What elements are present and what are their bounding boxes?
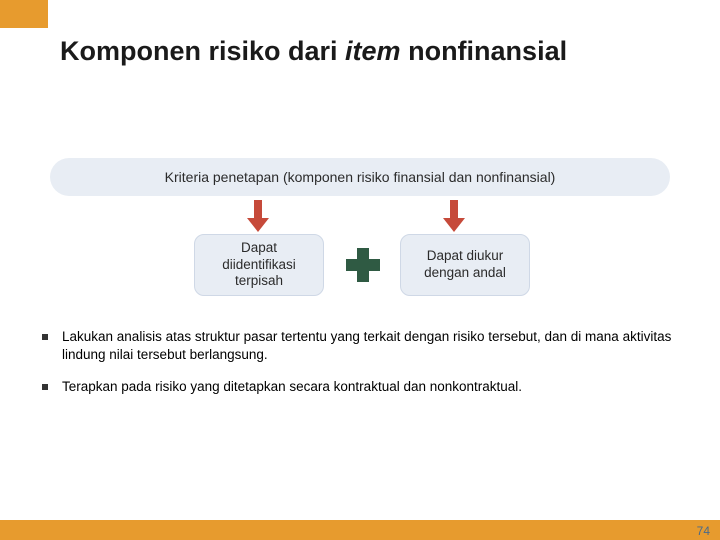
bullet-text: Lakukan analisis atas struktur pasar ter… bbox=[62, 328, 682, 364]
criteria-box-identify: Dapatdiidentifikasiterpisah bbox=[194, 234, 324, 296]
bullet-icon bbox=[42, 384, 48, 390]
box-text: Dapat diukurdengan andal bbox=[424, 248, 506, 282]
bullet-list: Lakukan analisis atas struktur pasar ter… bbox=[42, 328, 682, 411]
footer-bar bbox=[0, 520, 720, 540]
box-text: Dapatdiidentifikasiterpisah bbox=[222, 240, 296, 291]
title-suffix: nonfinansial bbox=[401, 36, 568, 66]
list-item: Lakukan analisis atas struktur pasar ter… bbox=[42, 328, 682, 364]
criteria-bar: Kriteria penetapan (komponen risiko fina… bbox=[50, 158, 670, 196]
page-title: Komponen risiko dari item nonfinansial bbox=[60, 36, 567, 67]
criteria-text: Kriteria penetapan (komponen risiko fina… bbox=[165, 169, 556, 185]
plus-icon bbox=[346, 248, 380, 282]
list-item: Terapkan pada risiko yang ditetapkan sec… bbox=[42, 378, 682, 396]
corner-accent bbox=[0, 0, 48, 28]
title-italic: item bbox=[345, 36, 401, 66]
page-number: 74 bbox=[697, 524, 710, 538]
criteria-box-measure: Dapat diukurdengan andal bbox=[400, 234, 530, 296]
bullet-icon bbox=[42, 334, 48, 340]
title-prefix: Komponen risiko dari bbox=[60, 36, 345, 66]
bullet-text: Terapkan pada risiko yang ditetapkan sec… bbox=[62, 378, 522, 396]
